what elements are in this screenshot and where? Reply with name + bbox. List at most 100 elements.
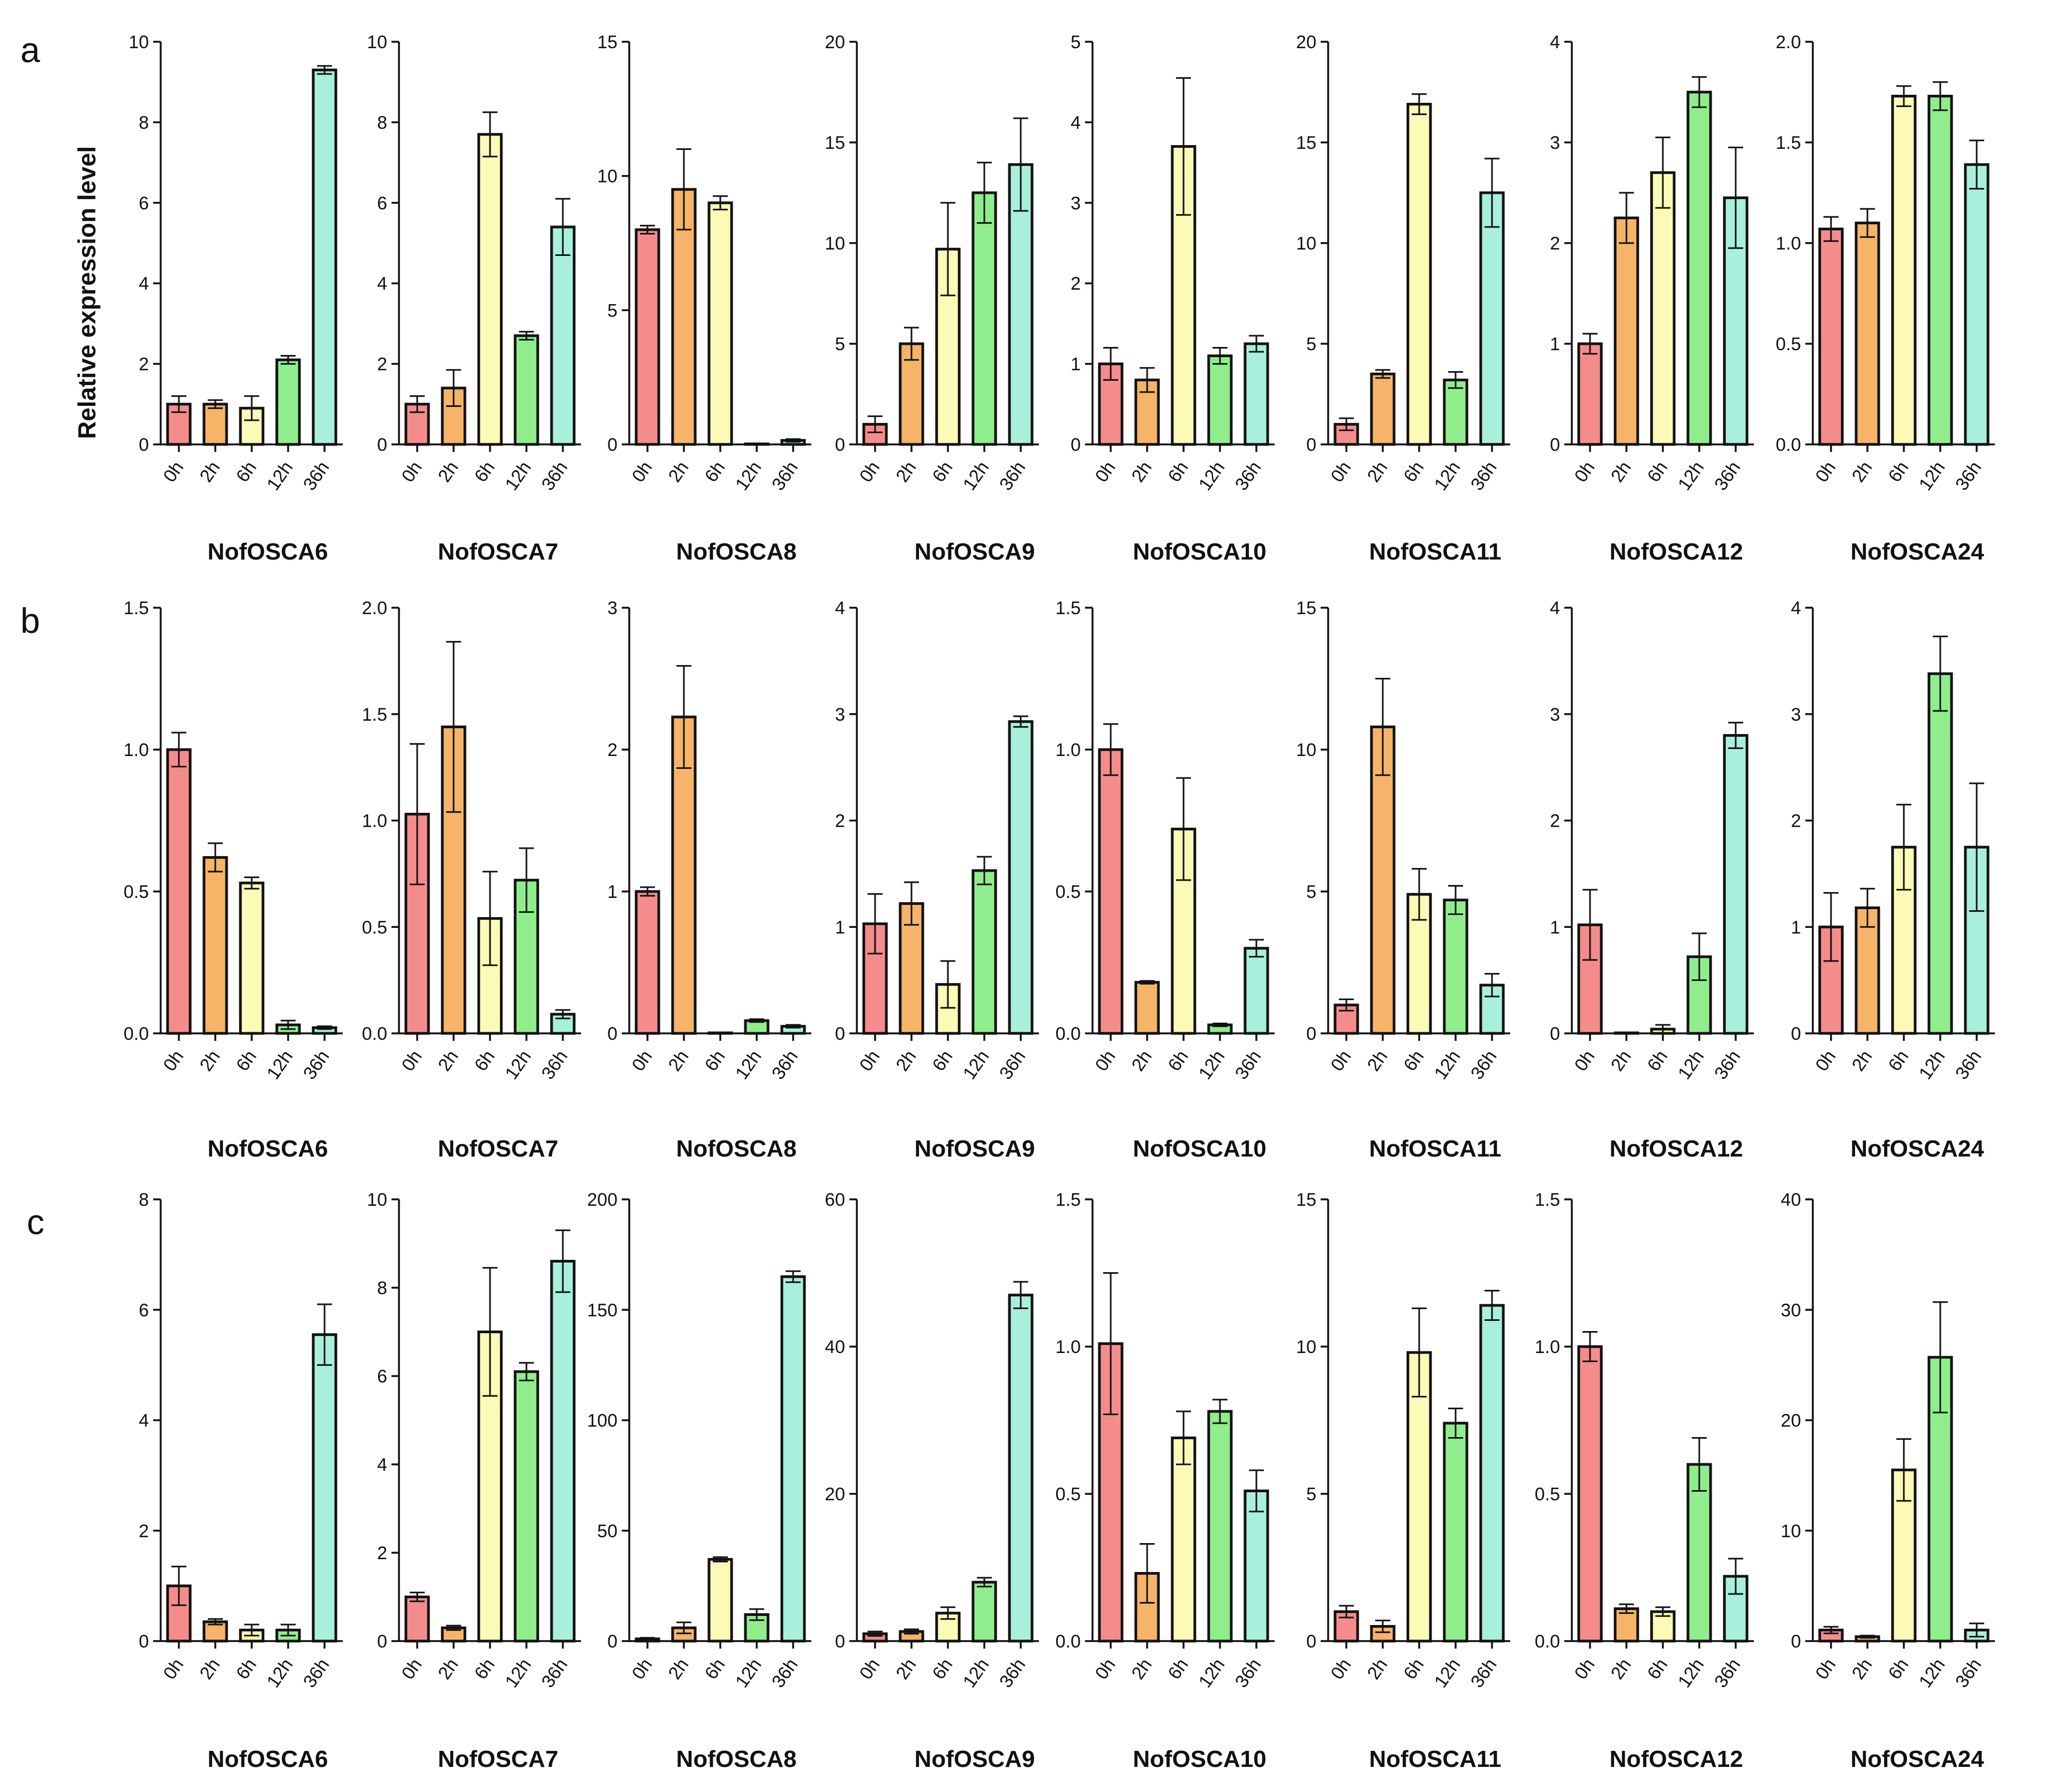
x-tick-label: 36h <box>299 458 334 494</box>
x-tick-label: 12h <box>501 1655 536 1691</box>
y-tick-label: 0 <box>1306 1631 1316 1652</box>
error-bar <box>676 1621 691 1635</box>
x-tick-label: 0h <box>1091 458 1120 486</box>
y-tick-label: 2 <box>1550 233 1560 254</box>
error-bar <box>244 1623 259 1637</box>
x-tick-label: 12h <box>1674 1047 1708 1083</box>
x-tick-label: 2h <box>1848 1047 1877 1075</box>
y-tick-label: 1 <box>1550 917 1560 938</box>
error-bar <box>1692 76 1707 108</box>
error-bar <box>749 1608 764 1621</box>
error-bar <box>1375 678 1390 776</box>
x-tick-label: 36h <box>1231 458 1265 494</box>
error-bar <box>713 195 728 210</box>
y-tick-label: 0.5 <box>1056 882 1081 902</box>
y-tick-label: 0 <box>377 1631 387 1652</box>
y-tick-label: 15 <box>825 133 845 153</box>
error-bar <box>904 327 919 361</box>
y-tick-label: 0.5 <box>1776 334 1801 354</box>
x-tick-label: 2h <box>196 458 224 486</box>
y-tick-label: 10 <box>1781 1521 1801 1541</box>
y-tick-label: 20 <box>825 32 845 52</box>
x-tick-label: 12h <box>1915 1047 1949 1083</box>
error-bar <box>940 202 955 297</box>
x-tick-label: 12h <box>1674 458 1708 494</box>
chart-title: NofOSCA9 <box>915 1746 1035 1772</box>
error-bar <box>1583 1331 1598 1362</box>
x-tick-label: 12h <box>1430 1655 1465 1691</box>
x-tick-label: 36h <box>538 1655 572 1691</box>
error-bar <box>410 743 425 886</box>
chart-title: NofOSCA11 <box>1369 1746 1502 1772</box>
error-bar <box>1212 1399 1227 1424</box>
bar-6h <box>935 247 961 446</box>
bar-12h <box>1686 90 1712 446</box>
error-bar <box>446 1624 461 1631</box>
x-tick-label: 2h <box>1848 1655 1877 1683</box>
x-tick-label: 6h <box>1644 1655 1672 1683</box>
y-tick-label: 4 <box>1550 598 1560 618</box>
y-tick-label: 4 <box>139 274 149 294</box>
error-bar <box>1896 1438 1911 1502</box>
y-tick-label: 0.0 <box>1056 1631 1081 1652</box>
x-tick-label: 2h <box>1848 458 1877 486</box>
bar-2h <box>1855 221 1880 446</box>
chart-c-NofOSCA11: 0 5 10 15 0h 2h 6h 12h 36h NofOSCA11 <box>1296 1190 1510 1772</box>
y-tick-label: 0 <box>835 435 845 455</box>
y-tick-label: 2 <box>139 1521 149 1541</box>
error-bar <box>208 842 223 873</box>
y-tick-label: 10 <box>1296 740 1316 760</box>
y-tick-label: 0.5 <box>362 917 387 938</box>
chart-title: NofOSCA7 <box>438 1136 559 1162</box>
chart-b-NofOSCA9: 0 1 2 3 4 0h 2h 6h 12h 36h NofOSCA9 <box>835 598 1039 1162</box>
x-tick-label: 6h <box>471 458 499 486</box>
error-bar <box>1013 1281 1028 1309</box>
y-tick-label: 2 <box>835 811 845 832</box>
x-tick-label: 36h <box>768 1047 802 1083</box>
y-tick-label: 0 <box>139 1631 149 1652</box>
x-tick-label: 12h <box>1430 1047 1465 1083</box>
x-tick-label: 2h <box>1128 458 1156 486</box>
bar-2h <box>1370 726 1396 1035</box>
x-tick-label: 0h <box>1571 458 1599 486</box>
y-tick-label: 10 <box>367 1190 387 1210</box>
x-tick-label: 0h <box>856 1655 884 1683</box>
chart-c-NofOSCA9: 0 20 40 60 0h 2h 6h 12h 36h NofOSCA9 <box>825 1190 1039 1772</box>
error-bar <box>1824 892 1839 962</box>
y-tick-label: 0 <box>1791 1024 1801 1044</box>
error-bar <box>1728 1558 1743 1595</box>
y-tick-label: 15 <box>1296 133 1316 153</box>
error-bar <box>1583 332 1598 355</box>
x-tick-label: 2h <box>892 1047 921 1075</box>
error-bar <box>676 148 691 231</box>
y-tick-label: 2 <box>377 1543 387 1563</box>
error-bar <box>281 1019 296 1030</box>
y-tick-label: 1.0 <box>1776 233 1801 254</box>
error-bar <box>171 731 186 768</box>
chart-b-NofOSCA10: 0.0 0.5 1.0 1.5 0h 2h 6h 12h 36h NofOSCA10 <box>1056 598 1275 1162</box>
error-bar <box>1969 1622 1984 1638</box>
error-bar <box>1375 369 1390 379</box>
y-tick-label: 5 <box>607 300 617 321</box>
chart-title: NofOSCA6 <box>208 1746 328 1772</box>
error-bar <box>1176 77 1191 216</box>
y-tick-label: 2.0 <box>1776 32 1801 52</box>
y-tick-label: 5 <box>1306 882 1316 902</box>
bar-12h <box>514 1370 539 1643</box>
y-tick-label: 3 <box>835 705 845 725</box>
panel-letter-b: b <box>20 601 40 640</box>
y-tick-label: 0.0 <box>1776 435 1801 455</box>
x-tick-label: 6h <box>1885 1655 1913 1683</box>
bar-6h <box>477 133 503 446</box>
y-tick-label: 10 <box>367 32 387 52</box>
y-tick-label: 40 <box>825 1337 845 1357</box>
x-tick-label: 2h <box>665 458 693 486</box>
error-bar <box>1655 137 1670 209</box>
y-tick-label: 0 <box>835 1024 845 1044</box>
x-tick-label: 0h <box>1091 1047 1120 1075</box>
x-tick-label: 36h <box>1711 1047 1745 1083</box>
y-tick-label: 50 <box>597 1521 617 1541</box>
x-tick-label: 0h <box>1327 1047 1355 1075</box>
error-bar <box>1103 723 1118 776</box>
x-tick-label: 36h <box>768 1655 802 1691</box>
